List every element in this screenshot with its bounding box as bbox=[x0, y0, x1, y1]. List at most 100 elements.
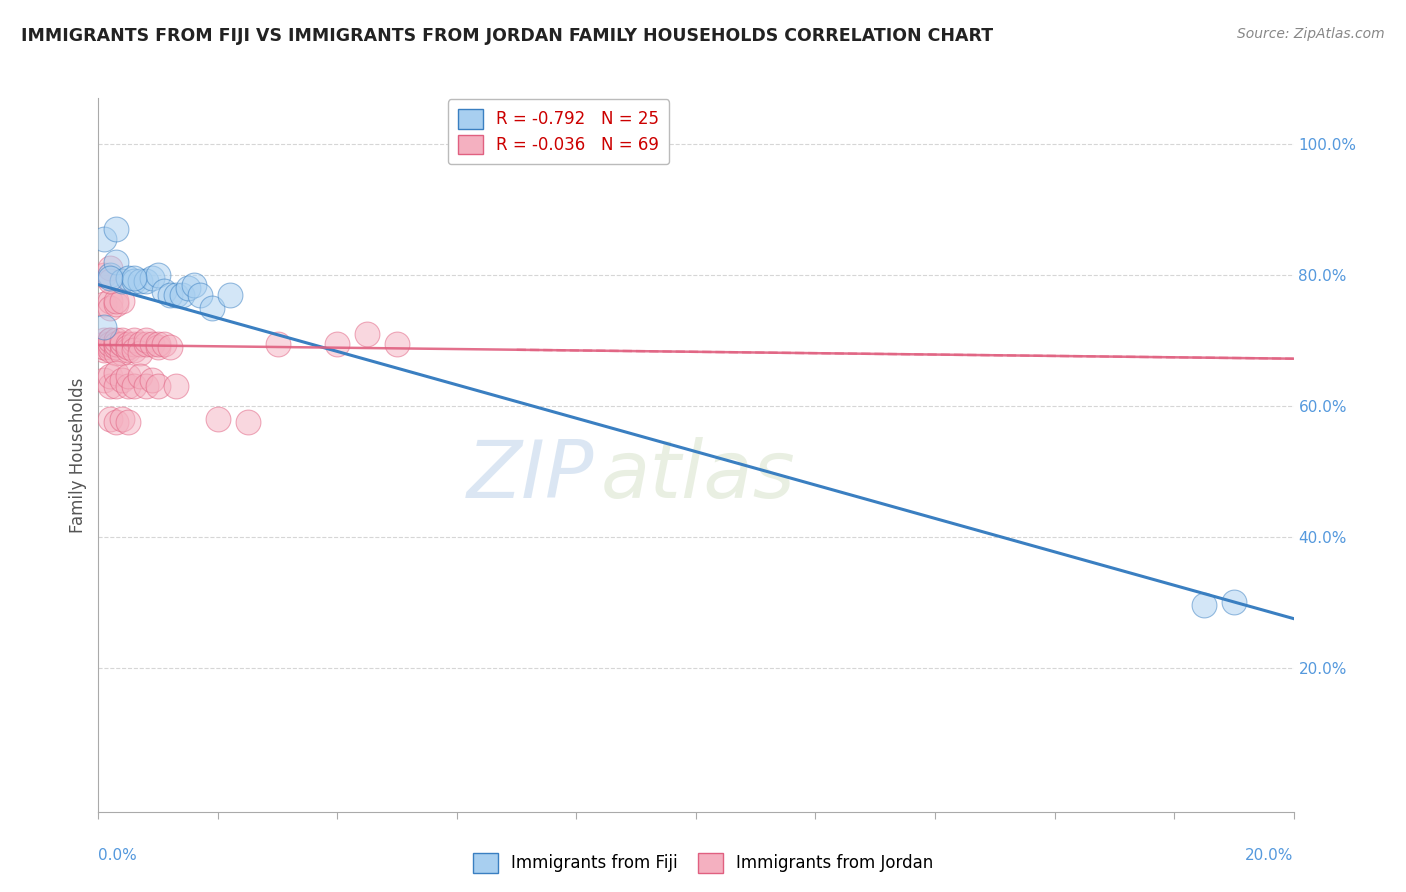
Point bbox=[267, 336, 290, 351]
Point bbox=[111, 334, 134, 348]
Point bbox=[105, 336, 128, 351]
Point bbox=[135, 334, 157, 348]
Point bbox=[177, 281, 200, 295]
Point bbox=[183, 277, 205, 292]
Point bbox=[326, 336, 349, 351]
Point bbox=[98, 336, 122, 351]
Point bbox=[98, 334, 122, 348]
Point bbox=[153, 285, 176, 299]
Point bbox=[124, 343, 146, 358]
Point bbox=[141, 373, 163, 387]
Point bbox=[98, 294, 122, 309]
Point bbox=[117, 336, 139, 351]
Point bbox=[98, 412, 122, 426]
Point bbox=[105, 254, 128, 268]
Point bbox=[117, 343, 139, 358]
Point bbox=[117, 340, 139, 354]
Point bbox=[111, 412, 134, 426]
Point bbox=[111, 294, 134, 309]
Point bbox=[165, 379, 187, 393]
Point bbox=[356, 326, 378, 341]
Point bbox=[129, 336, 152, 351]
Point bbox=[148, 340, 170, 354]
Point bbox=[124, 379, 146, 393]
Point bbox=[159, 340, 181, 354]
Point bbox=[105, 294, 128, 309]
Text: 20.0%: 20.0% bbox=[1246, 847, 1294, 863]
Point bbox=[93, 320, 115, 334]
Text: 0.0%: 0.0% bbox=[98, 847, 138, 863]
Point bbox=[129, 346, 152, 360]
Point bbox=[111, 275, 134, 289]
Point bbox=[219, 287, 242, 301]
Point bbox=[105, 297, 128, 311]
Point bbox=[141, 271, 163, 285]
Point bbox=[93, 340, 115, 354]
Point bbox=[93, 343, 115, 358]
Legend: R = -0.792   N = 25, R = -0.036   N = 69: R = -0.792 N = 25, R = -0.036 N = 69 bbox=[449, 99, 669, 164]
Point bbox=[207, 412, 229, 426]
Point bbox=[135, 379, 157, 393]
Point bbox=[148, 336, 170, 351]
Point bbox=[124, 271, 146, 285]
Point bbox=[124, 336, 146, 351]
Point bbox=[93, 232, 115, 246]
Point bbox=[111, 373, 134, 387]
Point bbox=[93, 340, 115, 354]
Point bbox=[93, 268, 115, 282]
Point bbox=[105, 346, 128, 360]
Legend: Immigrants from Fiji, Immigrants from Jordan: Immigrants from Fiji, Immigrants from Jo… bbox=[465, 847, 941, 880]
Point bbox=[111, 336, 134, 351]
Point bbox=[385, 336, 409, 351]
Point bbox=[148, 379, 170, 393]
Point bbox=[105, 334, 128, 348]
Point bbox=[98, 271, 122, 285]
Point bbox=[236, 415, 259, 429]
Point bbox=[93, 373, 115, 387]
Point bbox=[117, 379, 139, 393]
Point bbox=[93, 336, 115, 351]
Point bbox=[93, 334, 115, 348]
Point bbox=[201, 301, 224, 315]
Point bbox=[105, 379, 128, 393]
Point bbox=[117, 415, 139, 429]
Point bbox=[98, 261, 122, 276]
Point bbox=[172, 287, 194, 301]
Point bbox=[93, 336, 115, 351]
Point bbox=[111, 346, 134, 360]
Point bbox=[105, 366, 128, 380]
Point bbox=[124, 334, 146, 348]
Point bbox=[105, 340, 128, 354]
Point bbox=[105, 222, 128, 236]
Point bbox=[1192, 599, 1215, 613]
Point bbox=[148, 268, 170, 282]
Point bbox=[105, 415, 128, 429]
Point bbox=[111, 336, 134, 351]
Point bbox=[98, 343, 122, 358]
Point bbox=[135, 336, 157, 351]
Point bbox=[141, 336, 163, 351]
Point bbox=[98, 379, 122, 393]
Text: IMMIGRANTS FROM FIJI VS IMMIGRANTS FROM JORDAN FAMILY HOUSEHOLDS CORRELATION CHA: IMMIGRANTS FROM FIJI VS IMMIGRANTS FROM … bbox=[21, 27, 993, 45]
Text: atlas: atlas bbox=[600, 437, 796, 516]
Point bbox=[153, 336, 176, 351]
Point bbox=[98, 275, 122, 289]
Point bbox=[98, 340, 122, 354]
Point bbox=[159, 287, 181, 301]
Point bbox=[188, 287, 211, 301]
Point bbox=[98, 369, 122, 384]
Text: Source: ZipAtlas.com: Source: ZipAtlas.com bbox=[1237, 27, 1385, 41]
Point bbox=[129, 275, 152, 289]
Point bbox=[98, 268, 122, 282]
Point bbox=[98, 334, 122, 348]
Point bbox=[165, 287, 187, 301]
Point bbox=[105, 336, 128, 351]
Point bbox=[1223, 595, 1246, 609]
Point bbox=[117, 369, 139, 384]
Point bbox=[93, 297, 115, 311]
Point bbox=[135, 275, 157, 289]
Point bbox=[117, 271, 139, 285]
Point bbox=[129, 369, 152, 384]
Point bbox=[124, 275, 146, 289]
Point bbox=[98, 336, 122, 351]
